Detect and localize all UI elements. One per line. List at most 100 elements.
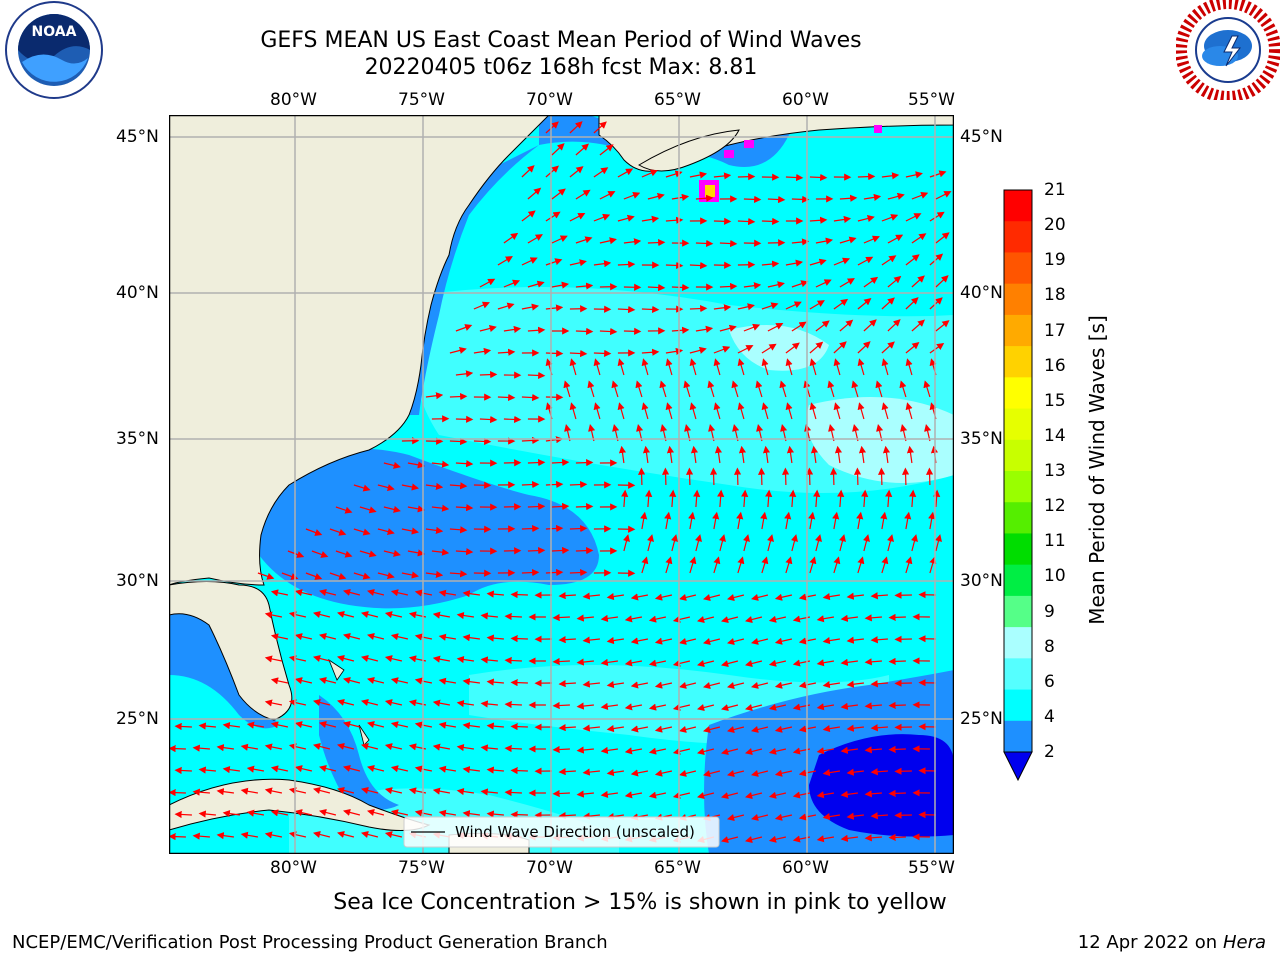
wind-wave-arrow: [449, 526, 468, 534]
lon-label-bottom-60w: 60°W: [782, 858, 829, 878]
wind-wave-arrow: [714, 445, 723, 464]
noaa-logo-text: NOAA: [32, 24, 77, 40]
wind-wave-arrow: [552, 701, 570, 710]
wind-wave-arrow: [377, 572, 395, 580]
wind-wave-arrow: [641, 305, 660, 314]
lat-label-right-30n: 30°N: [960, 571, 1003, 591]
wind-wave-arrow: [545, 165, 559, 178]
wind-wave-arrow: [635, 380, 643, 398]
colorbar-segment: [1004, 408, 1032, 441]
wind-wave-arrow: [768, 791, 787, 799]
wind-wave-arrow: [558, 724, 576, 732]
wind-wave-arrow: [623, 191, 641, 200]
wind-wave-arrow: [497, 256, 513, 266]
lon-label-top-70w: 70°W: [526, 90, 573, 110]
wind-wave-arrow: [473, 347, 492, 355]
wind-wave-arrow: [887, 192, 905, 200]
wind-wave-arrow: [455, 548, 474, 556]
wind-wave-arrow: [600, 702, 618, 710]
wind-wave-arrow: [779, 380, 787, 398]
wind-wave-arrow: [798, 813, 817, 821]
wind-wave-arrow: [713, 304, 732, 312]
wind-wave-arrow: [294, 677, 313, 685]
lat-label-right-40n: 40°N: [960, 283, 1003, 303]
wind-wave-arrow: [623, 327, 642, 335]
wind-wave-arrow: [839, 194, 858, 202]
wind-wave-arrow: [641, 348, 660, 356]
wind-wave-arrow: [486, 810, 504, 818]
wind-wave-arrow: [558, 812, 576, 820]
wind-wave-arrow: [575, 503, 594, 511]
wind-wave-arrow: [745, 660, 763, 667]
wind-wave-arrow: [712, 511, 720, 530]
wind-wave-arrow: [694, 534, 702, 552]
wind-wave-arrow: [264, 699, 283, 707]
wind-wave-arrow: [863, 193, 882, 201]
wind-wave-arrow: [401, 527, 420, 535]
wind-wave-arrow: [361, 699, 379, 706]
wind-wave-arrow: [359, 506, 377, 514]
wind-wave-arrow: [870, 768, 888, 776]
wind-wave-arrow: [198, 810, 216, 818]
wind-wave-arrow: [870, 680, 888, 688]
wind-wave-arrow: [815, 237, 834, 245]
colorbar-tick-label: 6: [1044, 671, 1055, 692]
wind-wave-arrow: [593, 402, 601, 420]
lon-label-bottom-75w: 75°W: [398, 858, 445, 878]
wind-wave-arrow: [264, 655, 283, 663]
wind-wave-arrow: [737, 556, 745, 574]
wind-wave-arrow: [414, 589, 433, 597]
wind-wave-arrow: [641, 556, 649, 574]
wind-wave-arrow: [599, 144, 614, 156]
wind-wave-arrow: [390, 721, 409, 729]
wind-wave-arrow: [768, 747, 787, 755]
wind-wave-arrow: [665, 556, 673, 574]
wind-wave-arrow: [695, 239, 714, 248]
wind-wave-arrow: [383, 505, 401, 513]
wind-wave-arrow: [313, 743, 331, 750]
wind-wave-arrow: [456, 655, 474, 664]
wind-wave-arrow: [432, 611, 451, 619]
wind-wave-arrow: [361, 787, 379, 794]
wind-wave-arrow: [353, 572, 371, 580]
wind-wave-arrow: [174, 766, 192, 775]
wind-wave-arrow: [169, 745, 186, 753]
wind-wave-arrow: [455, 324, 473, 332]
wind-wave-arrow: [727, 682, 745, 689]
wind-wave-arrow: [343, 588, 361, 596]
colorbar-tick-label: 10: [1044, 566, 1066, 587]
wind-wave-arrow: [857, 173, 876, 181]
wind-wave-arrow: [737, 217, 756, 226]
wind-wave-arrow: [864, 746, 882, 754]
wind-wave-arrow: [719, 324, 737, 332]
lon-label-bottom-80w: 80°W: [270, 858, 317, 878]
wind-wave-arrow: [575, 327, 594, 335]
lon-label-top-80w: 80°W: [270, 90, 317, 110]
wind-wave-arrow: [569, 480, 588, 489]
wind-wave-arrow: [798, 769, 817, 777]
wind-wave-arrow: [527, 371, 546, 380]
wind-wave-arrow: [367, 677, 385, 684]
wind-wave-arrow: [600, 614, 618, 622]
wind-wave-arrow: [504, 656, 522, 665]
wind-wave-arrow: [455, 370, 474, 378]
wind-wave-arrow: [864, 834, 882, 842]
map-svg: Wind Wave Direction (unscaled): [168, 114, 955, 855]
wind-wave-arrow: [757, 467, 766, 486]
wind-wave-arrow: [683, 380, 691, 398]
wind-wave-arrow: [861, 489, 869, 508]
wind-wave-arrow: [664, 511, 672, 530]
wind-wave-arrow: [905, 556, 913, 574]
wind-wave-arrow: [407, 505, 426, 513]
wind-wave-arrow: [510, 767, 528, 775]
wind-wave-arrow: [367, 809, 385, 816]
wind-wave-arrow: [881, 556, 889, 574]
wind-wave-arrow: [857, 556, 865, 574]
wind-wave-arrow: [870, 724, 888, 732]
wind-wave-arrow: [743, 282, 762, 290]
wind-wave-arrow: [432, 655, 451, 663]
wind-wave-arrow: [313, 655, 331, 662]
wind-wave-arrow: [888, 657, 906, 665]
wind-wave-arrow: [809, 402, 817, 420]
wind-wave-arrow: [648, 791, 667, 799]
